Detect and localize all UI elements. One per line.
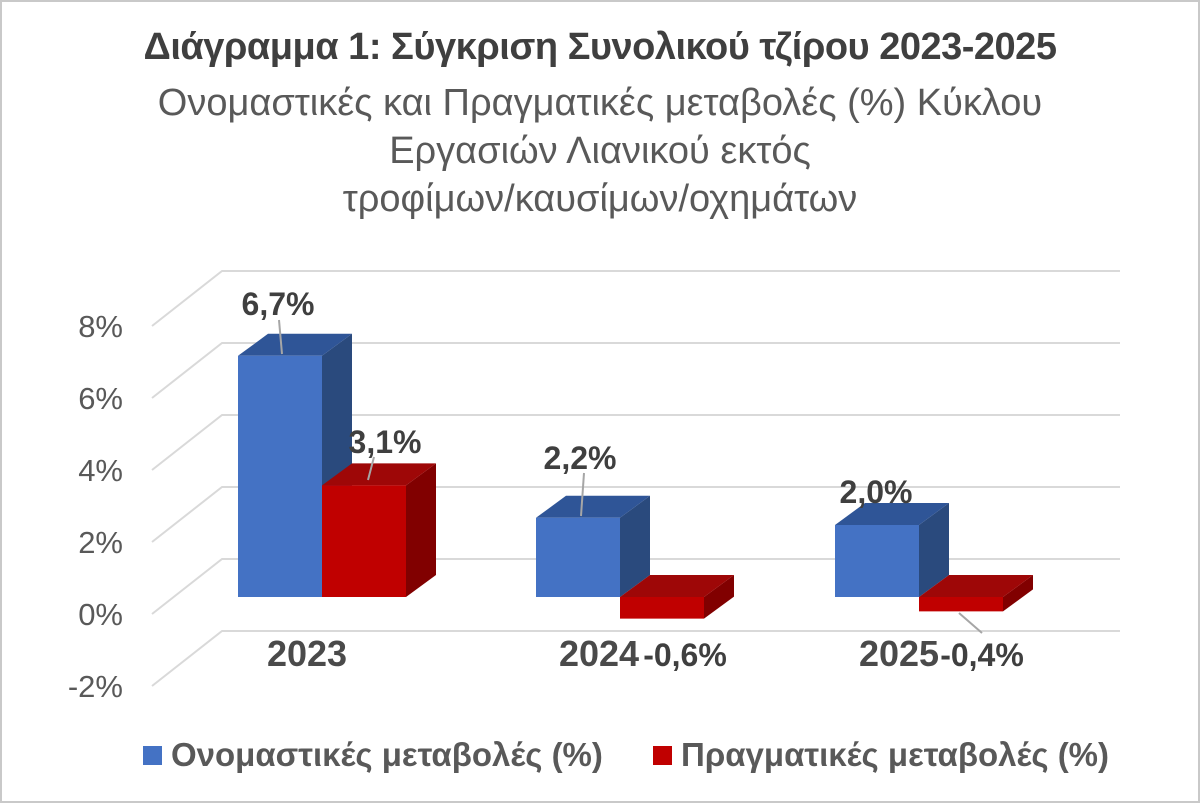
legend-label-nominal: Ονομαστικές μεταβολές (%)	[171, 736, 603, 773]
data-label-2024-series-1: -0,6%	[643, 637, 727, 673]
chart-subtitle-line-3: τροφίμων/καυσίμων/οχημάτων	[342, 178, 858, 220]
x-axis-category-2024: 2024	[559, 633, 639, 674]
gridline-4%	[151, 414, 1120, 471]
data-label-2023-series-0: 6,7%	[242, 286, 315, 322]
bar-2023-series-1	[322, 463, 436, 597]
bar-2025-series-0	[835, 503, 949, 597]
bar-top-face	[322, 463, 436, 486]
legend-swatch-red-icon	[653, 745, 672, 765]
data-label-2023-series-1: 3,1%	[349, 424, 422, 460]
gridline-0%	[151, 558, 1120, 615]
legend-label-real: Πραγματικές μεταβολές (%)	[681, 736, 1110, 773]
bar-2024-series-0	[536, 495, 650, 597]
chart-subtitle-line-2: Εργασιών Λιανικού εκτός	[389, 130, 811, 172]
bar-side-face	[704, 575, 734, 619]
legend-swatch-blue-icon	[143, 745, 162, 765]
bar-side-face	[620, 495, 650, 597]
bar-2025-series-1	[919, 575, 1033, 612]
data-label-2024-series-0: 2,2%	[544, 440, 617, 476]
data-label-2025-series-0: 2,0%	[840, 474, 913, 510]
gridline-6%	[151, 342, 1120, 399]
data-label-leader-line	[367, 456, 375, 481]
y-axis-tick-0%: 0%	[78, 597, 123, 632]
chart-subtitle-line-1: Ονομαστικές και Πραγματικές μεταβολές (%…	[157, 82, 1043, 124]
bar-side-face	[919, 503, 949, 597]
y-axis-tick-4%: 4%	[78, 453, 123, 488]
bar-front-face	[919, 597, 1003, 612]
gridline--2%	[151, 630, 1120, 687]
data-label-2025-series-1: -0,4%	[940, 637, 1024, 673]
bar-side-face	[1003, 575, 1033, 612]
bar-top-face	[238, 333, 352, 356]
chart-subtitle: Ονομαστικές και Πραγματικές μεταβολές (%…	[2, 79, 1198, 223]
bar-top-face	[620, 575, 734, 597]
legend: Ονομαστικές μεταβολές (%) Πραγματικές με…	[2, 736, 1198, 776]
bar-front-face	[835, 525, 919, 597]
gridline-8%	[151, 270, 1120, 327]
x-axis-category-2023: 2023	[267, 633, 347, 674]
data-label-leader-line	[958, 612, 983, 634]
x-axis-category-2025: 2025	[859, 633, 939, 674]
bar-top-face	[919, 575, 1033, 597]
bar-side-face	[406, 463, 436, 597]
data-label-leader-line	[278, 319, 283, 355]
legend-item-real: Πραγματικές μεταβολές (%)	[653, 736, 1109, 774]
legend-item-nominal: Ονομαστικές μεταβολές (%)	[143, 736, 603, 774]
title-block: Διάγραμμα 1: Σύγκριση Συνολικού τζίρου 2…	[2, 26, 1198, 223]
y-axis-tick-2%: 2%	[78, 525, 123, 560]
gridline-2%	[151, 486, 1120, 543]
y-axis-tick-6%: 6%	[78, 381, 123, 416]
bar-front-face	[322, 485, 406, 597]
bar-front-face	[536, 517, 620, 597]
bar-top-face	[835, 503, 949, 525]
y-axis-tick--2%: -2%	[68, 669, 123, 704]
y-axis-tick-8%: 8%	[78, 309, 123, 344]
data-label-leader-line	[580, 472, 585, 517]
bar-top-face	[536, 495, 650, 518]
bar-front-face	[620, 597, 704, 619]
bar-2024-series-1	[620, 575, 734, 619]
bar-front-face	[238, 355, 322, 597]
chart-title: Διάγραμμα 1: Σύγκριση Συνολικού τζίρου 2…	[143, 26, 1057, 68]
